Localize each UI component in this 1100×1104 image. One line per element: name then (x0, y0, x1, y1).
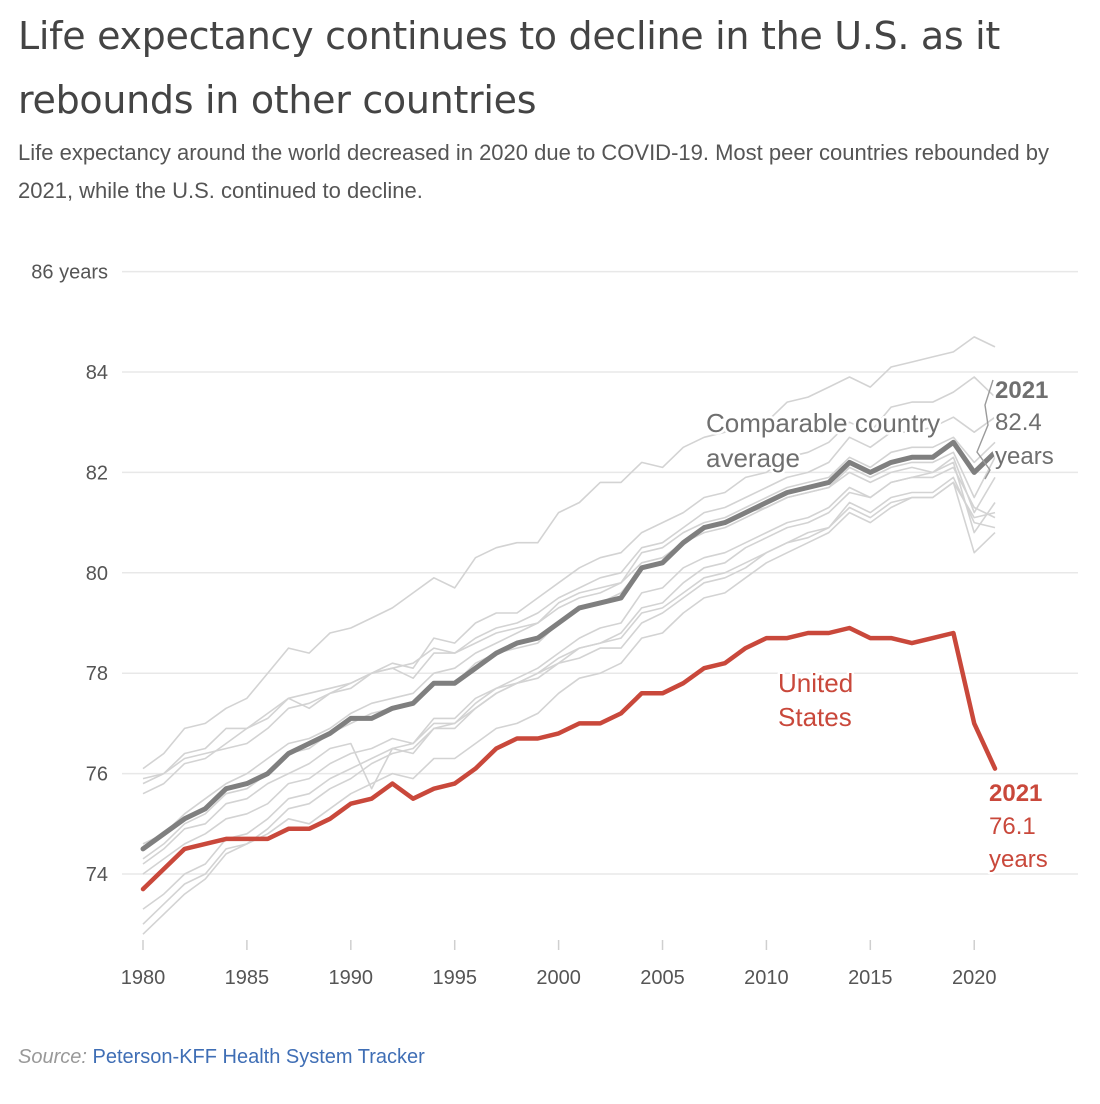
x-tick-label: 2010 (744, 967, 789, 989)
us-end-unit: years (989, 846, 1048, 873)
comparable-country-label: average (706, 443, 800, 473)
peer-country-line (142, 466, 996, 935)
comparable-average-line (140, 439, 998, 852)
peer-country-line (142, 481, 996, 865)
comparable-end-leader (976, 379, 994, 480)
y-tick-label: 78 (86, 663, 108, 685)
peer-country-line (142, 481, 996, 925)
peer-country-line (142, 376, 996, 795)
x-tick-label: 1995 (432, 967, 477, 989)
x-tick-label: 2015 (848, 967, 893, 989)
comparable-country-label: Comparable country (706, 408, 940, 438)
x-tick-label: 2020 (952, 967, 997, 989)
peer-country-line (142, 416, 996, 780)
comparable-end-unit: years (995, 443, 1054, 470)
highlight-lines (140, 439, 998, 892)
source-label: Source: (18, 1046, 87, 1068)
peer-country-line (142, 336, 996, 770)
chart-title: Life expectancy continues to decline in … (18, 14, 1001, 122)
us-end-value: 76.1 (989, 813, 1036, 840)
peer-country-line (142, 476, 996, 875)
source-note: Source: Peterson-KFF Health System Track… (18, 1046, 425, 1069)
comparable-end-year: 2021 (995, 377, 1048, 404)
annotation-layer: Comparable country average 2021 82.4 years Un… (704, 375, 1057, 876)
comparable-end-value: 82.4 (995, 409, 1042, 436)
x-tick-label: 1990 (329, 967, 374, 989)
us-end-year: 2021 (989, 780, 1042, 807)
united-states-line (140, 625, 998, 892)
united-states-label: States (778, 702, 852, 732)
peer-country-line (142, 461, 996, 910)
x-tick-label: 2005 (640, 967, 685, 989)
peer-country-line (142, 436, 996, 845)
united-states-label: United (778, 668, 853, 698)
line-chart: 74 76 78 80 82 84 86 years 1980 1985 1990 1995 2000… (31, 262, 1078, 989)
grid-layer: 74 76 78 80 82 84 86 years 1980 1985 1990 1995 2000… (31, 262, 1078, 989)
x-tick-label: 1985 (225, 967, 270, 989)
y-tick-label: 86 years (31, 262, 108, 284)
peer-country-line (142, 456, 996, 785)
source-link[interactable]: Peterson-KFF Health System Tracker (92, 1046, 425, 1068)
y-tick-label: 76 (86, 764, 108, 786)
chart-subtitle: Life expectancy around the world decreas… (18, 140, 1049, 203)
y-tick-label: 80 (86, 563, 108, 585)
x-tick-label: 1980 (121, 967, 166, 989)
y-tick-label: 84 (86, 362, 108, 384)
y-tick-label: 82 (86, 462, 108, 484)
y-tick-label: 74 (86, 864, 108, 886)
x-tick-label: 2000 (536, 967, 581, 989)
